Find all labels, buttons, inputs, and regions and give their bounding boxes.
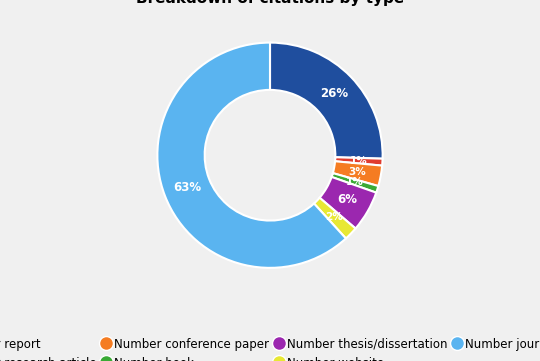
Text: 1%: 1% <box>350 156 368 166</box>
Text: 3%: 3% <box>349 166 366 177</box>
Wedge shape <box>314 198 355 239</box>
Text: 26%: 26% <box>320 87 348 100</box>
Wedge shape <box>333 161 382 186</box>
Wedge shape <box>270 43 383 159</box>
Legend: Number report, Number research article, Number conference paper, Number book, Nu: Number report, Number research article, … <box>0 333 540 361</box>
Wedge shape <box>320 177 376 229</box>
Text: 1%: 1% <box>346 177 363 187</box>
Text: 2%: 2% <box>325 212 343 222</box>
Text: 6%: 6% <box>337 193 357 206</box>
Text: 63%: 63% <box>173 181 201 194</box>
Wedge shape <box>332 173 379 193</box>
Wedge shape <box>157 43 346 268</box>
Title: Breakdown of citations by type: Breakdown of citations by type <box>136 0 404 6</box>
Wedge shape <box>335 157 382 166</box>
